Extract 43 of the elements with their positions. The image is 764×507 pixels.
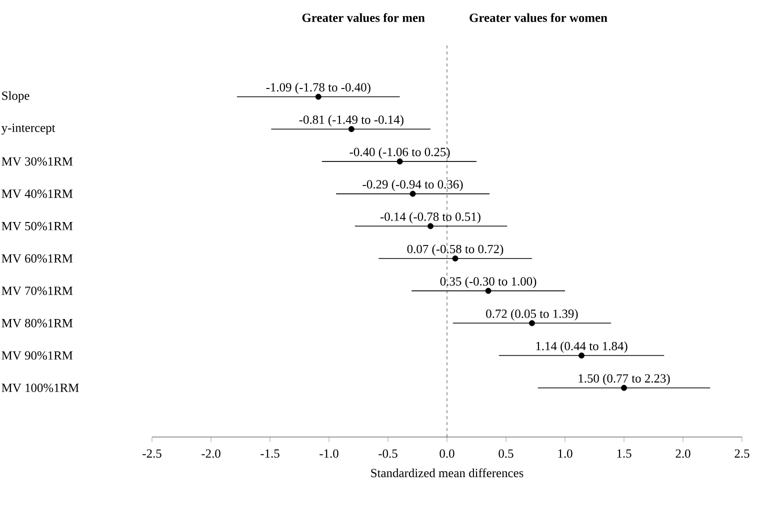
x-tick-label: -2.0 [202,449,220,458]
data-label: -0.81 (-1.49 to -0.14) [299,115,404,126]
data-label: -0.14 (-0.78 to 0.51) [380,212,480,224]
data-label: 0.35 (-0.30 to 1.00) [440,276,536,288]
point [427,223,434,230]
data-label: 0.07 (-0.58 to 0.72) [407,244,504,256]
y-tick-label: MV 50%1RM [2,222,73,230]
y-tick-label: MV 60%1RM [2,254,73,263]
point [396,158,403,164]
point [578,352,585,359]
x-tick-label: 1.0 [558,449,572,458]
data-label: -0.29 (-0.94 to 0.36) [362,180,463,192]
data-label: 1.50 (0.77 to 2.23) [578,374,670,386]
point [485,288,492,294]
point [528,320,535,326]
x-tick-label: -0.5 [378,449,398,458]
x-tick-label: 1.5 [617,449,632,458]
x-tick-label: 0.5 [498,449,514,458]
y-tick-label: Slope [2,91,30,102]
y-tick-label: MV 90%1RM [2,351,73,360]
point [315,94,322,100]
x-tick-label: -2.5 [142,449,162,458]
x-tick-label: 0.0 [440,449,454,458]
data-label: -1.09 (-1.78 to -0.40) [266,82,370,94]
point [621,384,628,391]
y-tick-label: MV 100%1RM [2,384,79,392]
y-tick-label: y-intercept [2,124,56,135]
y-tick-label: MV 80%1RM [2,318,73,328]
data-label: 1.14 (0.44 to 1.84) [536,342,628,353]
x-tick-label: 2.5 [734,449,750,458]
y-tick-label: MV 40%1RM [2,190,73,198]
point [348,126,354,132]
y-tick-label: MV 70%1RM [2,286,73,296]
point [410,190,416,197]
text: Greater values for women [470,13,608,22]
data-label: -0.40 (-1.06 to 0.25) [350,147,450,159]
x-axis-title: Standardized mean differences [371,468,524,478]
text: Greater values for men [302,13,425,22]
data-label: 0.72 (0.05 to 1.39) [486,309,578,320]
y-tick-label: MV 30%1RM [2,157,73,166]
x-tick-label: -1.5 [260,449,280,458]
x-tick-label: 2.0 [676,449,690,458]
x-tick-label: -1.0 [320,449,338,458]
